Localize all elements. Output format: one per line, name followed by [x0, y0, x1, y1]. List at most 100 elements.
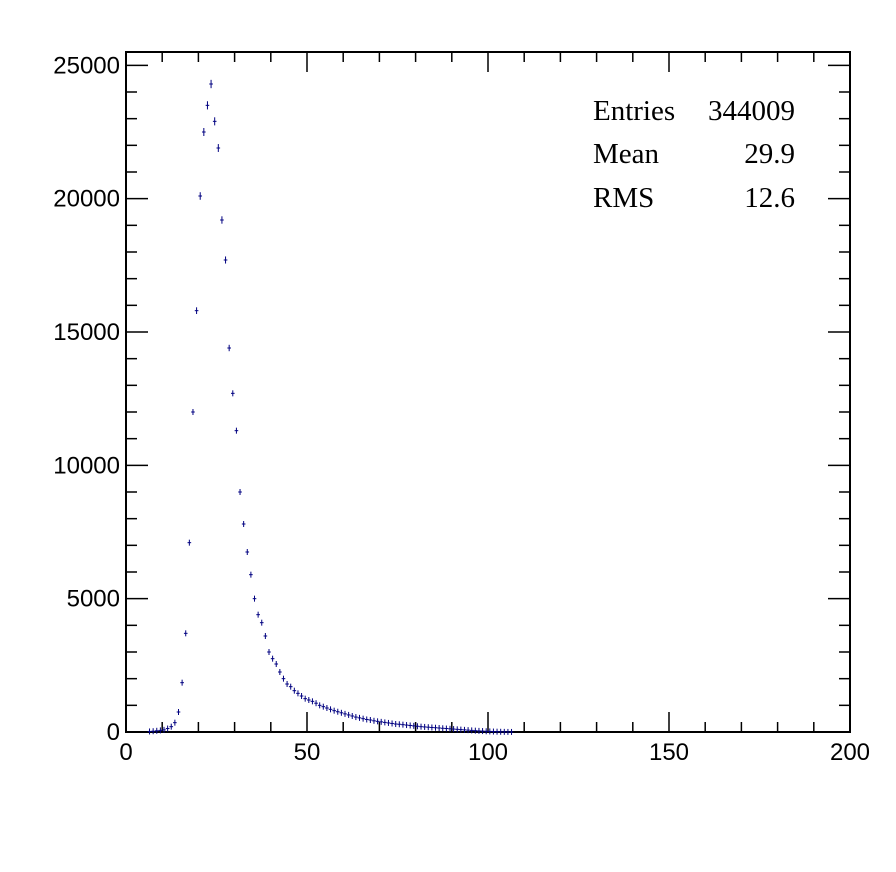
data-point — [259, 619, 264, 626]
y-tick-label: 5000 — [67, 586, 120, 613]
data-point — [187, 539, 192, 546]
x-axis-tick-labels: 0 50 100 150 200 — [119, 739, 870, 766]
data-point — [270, 655, 275, 662]
stats-rms-label: RMS — [593, 182, 654, 214]
data-point — [379, 718, 384, 725]
data-point — [509, 728, 514, 735]
data-point — [390, 720, 394, 727]
data-point — [335, 708, 340, 715]
data-point — [303, 695, 307, 702]
x-tick-label: 100 — [468, 739, 508, 766]
data-point — [498, 728, 503, 735]
data-point — [227, 344, 231, 352]
data-point — [422, 723, 427, 730]
data-point — [401, 721, 405, 728]
data-point — [386, 719, 391, 726]
y-axis-ticks — [126, 64, 850, 733]
data-point — [209, 79, 213, 89]
data-point — [317, 702, 322, 709]
data-point — [383, 719, 387, 726]
stats-mean-label: Mean — [593, 138, 660, 170]
data-point — [440, 725, 445, 732]
data-point — [408, 722, 412, 729]
data-point — [444, 725, 449, 732]
x-tick-label: 150 — [649, 739, 689, 766]
data-point — [354, 714, 358, 721]
data-point — [404, 722, 409, 729]
data-point — [162, 726, 166, 733]
stats-rms-value: 12.6 — [744, 182, 795, 214]
x-axis-ticks — [125, 52, 851, 732]
data-point — [216, 144, 221, 152]
data-point — [506, 728, 510, 735]
data-point — [469, 727, 474, 734]
data-point — [220, 216, 224, 224]
data-point — [252, 595, 257, 602]
x-tick-label: 200 — [830, 739, 870, 766]
data-point — [488, 728, 492, 735]
data-point — [169, 723, 174, 730]
data-point — [241, 521, 246, 527]
data-point — [346, 711, 351, 718]
data-point — [307, 697, 311, 703]
data-points — [147, 79, 514, 735]
data-point — [372, 717, 376, 724]
data-point — [191, 409, 195, 415]
data-point — [451, 726, 456, 733]
stats-mean-value: 29.9 — [744, 138, 795, 170]
data-point — [230, 390, 235, 397]
plot-frame — [125, 51, 851, 733]
data-point — [491, 728, 496, 735]
data-point — [180, 679, 184, 686]
x-tick-label: 50 — [294, 739, 321, 766]
data-point — [176, 709, 181, 715]
stats-entries-label: Entries — [593, 95, 675, 127]
data-point — [151, 728, 155, 735]
data-point — [332, 707, 336, 714]
data-point — [502, 728, 507, 735]
data-point — [299, 693, 304, 699]
data-point — [165, 725, 170, 732]
y-tick-label: 10000 — [53, 452, 120, 479]
data-point — [183, 630, 188, 637]
data-point — [202, 128, 206, 136]
data-point — [234, 427, 239, 434]
data-point — [205, 101, 210, 110]
data-point — [433, 724, 438, 731]
data-point — [459, 726, 463, 733]
data-point — [480, 728, 485, 735]
data-point — [263, 633, 268, 639]
data-point — [411, 722, 416, 729]
data-point — [368, 717, 373, 723]
data-point — [343, 710, 347, 717]
data-point — [466, 727, 470, 734]
data-point — [310, 698, 315, 705]
data-point — [350, 713, 355, 719]
data-point — [212, 117, 217, 126]
data-point — [285, 681, 289, 687]
data-point — [375, 718, 380, 725]
data-point — [198, 192, 203, 200]
data-point — [357, 714, 362, 721]
data-point — [325, 705, 329, 711]
data-point — [321, 703, 326, 710]
data-point — [328, 706, 333, 713]
data-point — [274, 661, 279, 667]
data-point — [397, 721, 402, 728]
data-point — [278, 669, 282, 675]
data-point — [281, 675, 286, 682]
y-tick-label: 15000 — [53, 319, 120, 346]
y-tick-label: 20000 — [53, 186, 120, 213]
data-point — [288, 683, 293, 690]
data-point — [430, 724, 434, 731]
y-tick-label: 25000 — [53, 52, 120, 79]
data-point — [292, 687, 297, 694]
data-point — [495, 728, 499, 735]
data-point — [245, 549, 250, 555]
data-point — [455, 726, 460, 733]
data-point — [484, 728, 488, 735]
data-point — [296, 690, 300, 697]
data-point — [267, 649, 271, 655]
data-point — [448, 725, 452, 732]
